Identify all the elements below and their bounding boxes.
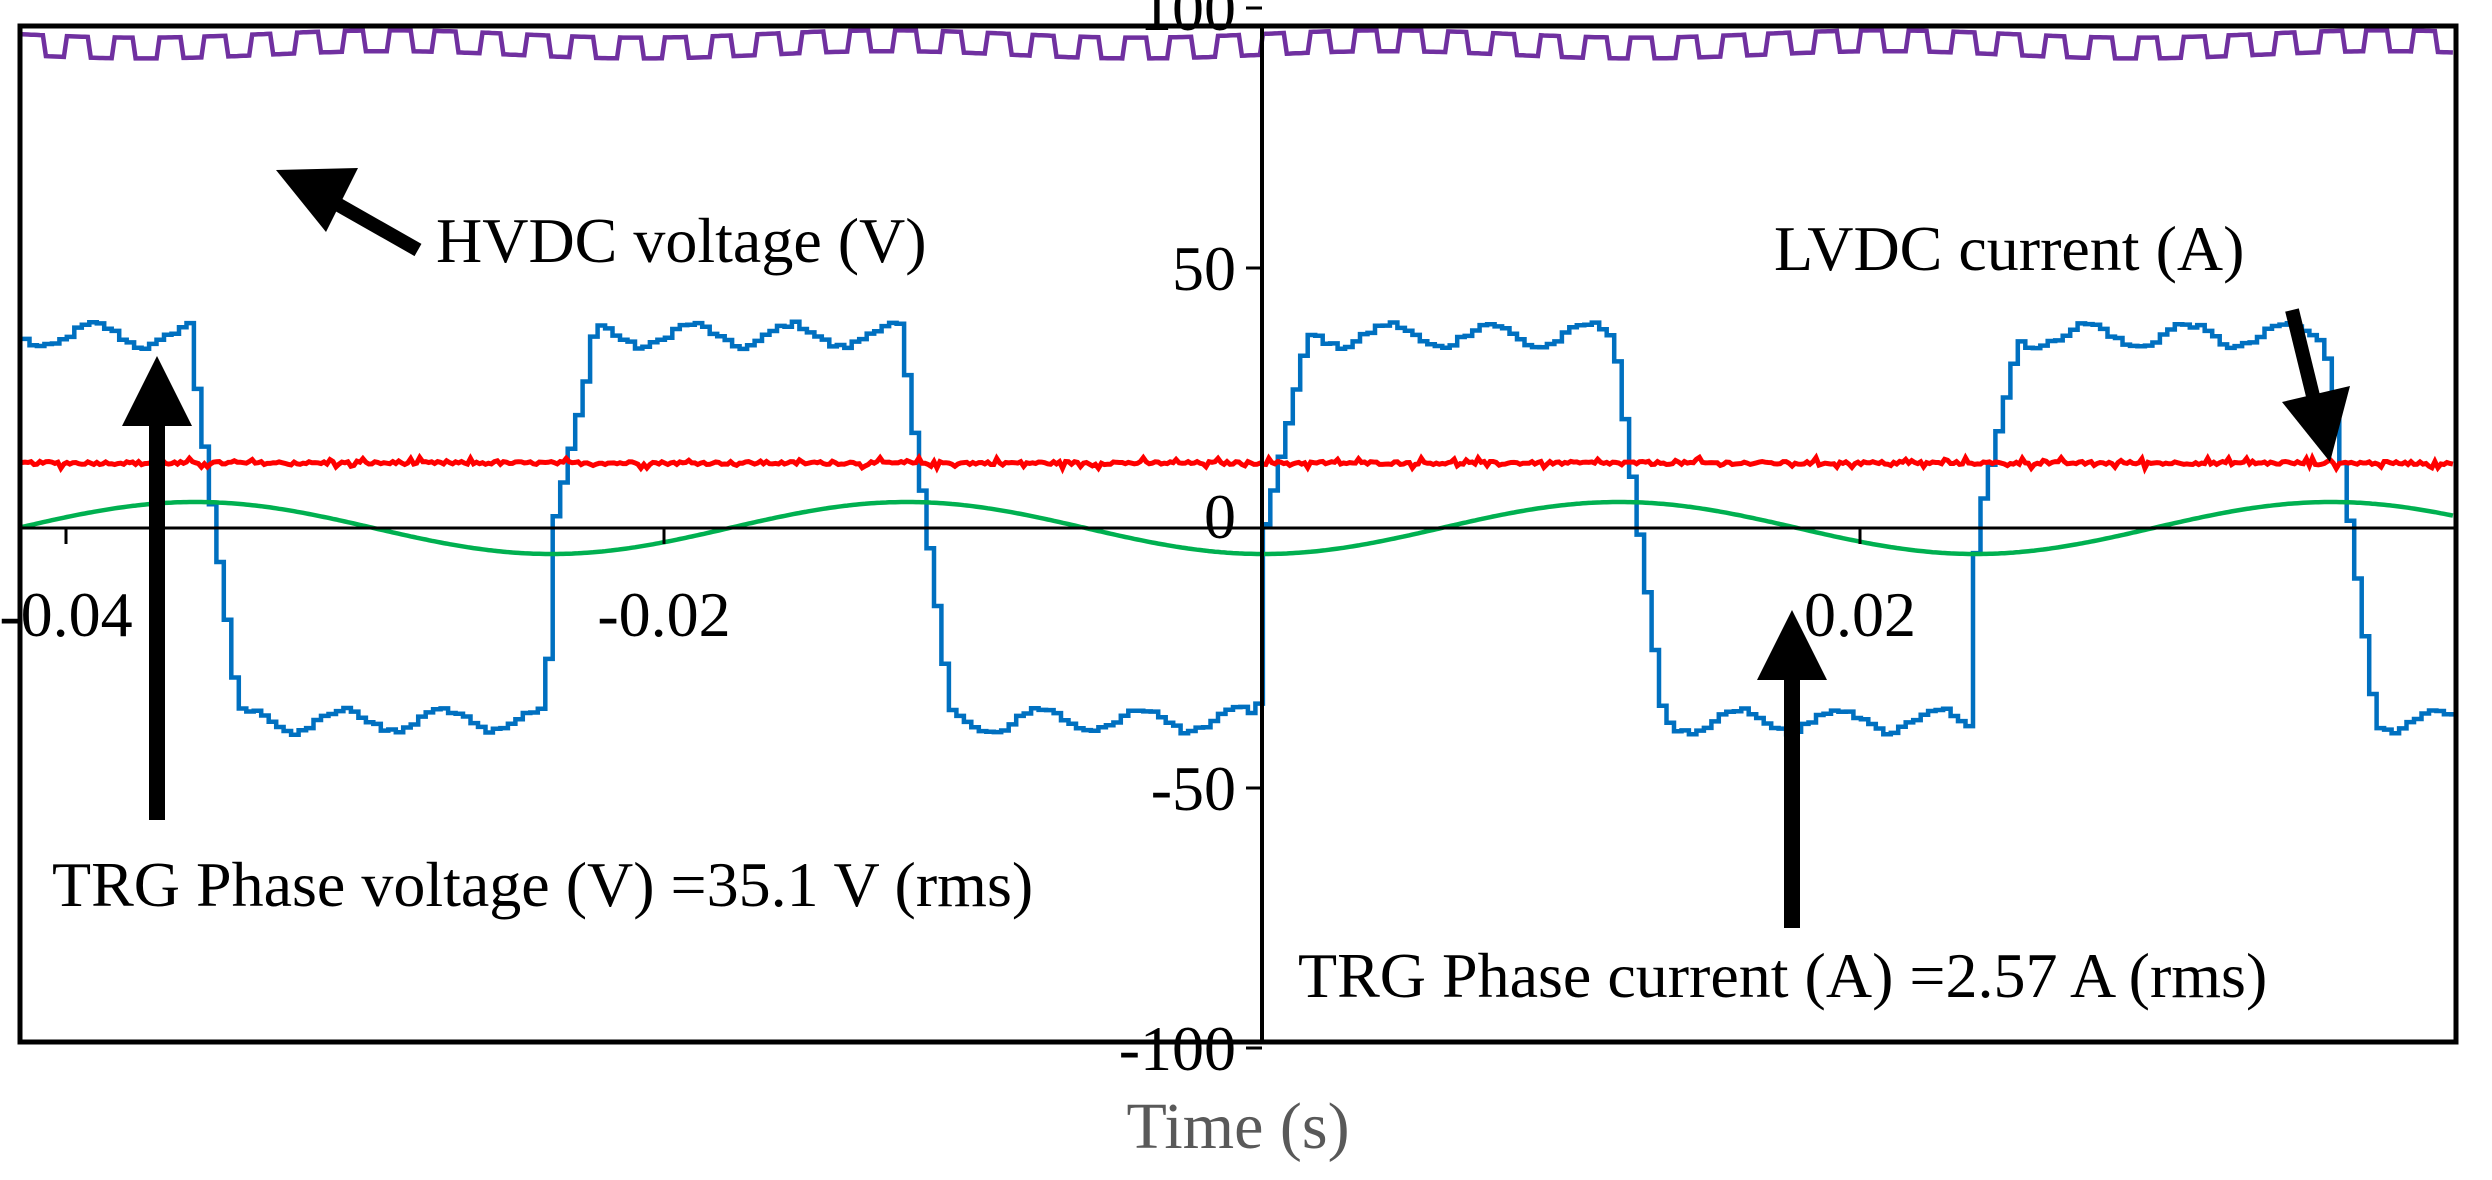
series-line-1 [22,319,2454,737]
annotation-hvdc-voltage: HVDC voltage (V) [436,205,927,276]
arrow-hvdc-voltage [326,193,422,257]
y-tick-label: 100 [1140,0,1236,44]
x-tick-label: 0.02 [1804,579,1916,650]
x-tick-label: -0.04 [0,579,133,650]
series-line-0 [21,28,2453,61]
y-tick-label: -100 [1119,1013,1236,1084]
arrowhead-hvdc-voltage [276,168,358,232]
y-tick-label: 50 [1172,233,1236,304]
arrowhead-trg-phase-voltage [122,356,192,426]
y-tick-label: -50 [1151,753,1236,824]
arrow-lvdc-current [2285,308,2321,402]
x-axis-title: Time (s) [1126,1090,1349,1163]
x-tick-label: -0.02 [597,579,730,650]
arrowhead-trg-phase-current [1757,610,1827,680]
tick-layer: -0.04 -0.02 0.02 100 50 0 -50 -100 [0,0,1916,1084]
annotation-arrows [122,168,2350,928]
annotation-trg-phase-voltage: TRG Phase voltage (V) =35.1 V (rms) [52,849,1033,920]
series-layer [21,28,2454,737]
y-tick-label: 0 [1204,481,1236,552]
annotation-lvdc-current: LVDC current (A) [1774,213,2244,284]
plot-frame [17,23,2459,1045]
arrowhead-lvdc-current [2282,386,2350,462]
annotation-trg-phase-current: TRG Phase current (A) =2.57 A (rms) [1298,940,2267,1011]
series-line-3 [21,499,2454,557]
series-line-2 [21,451,2454,475]
